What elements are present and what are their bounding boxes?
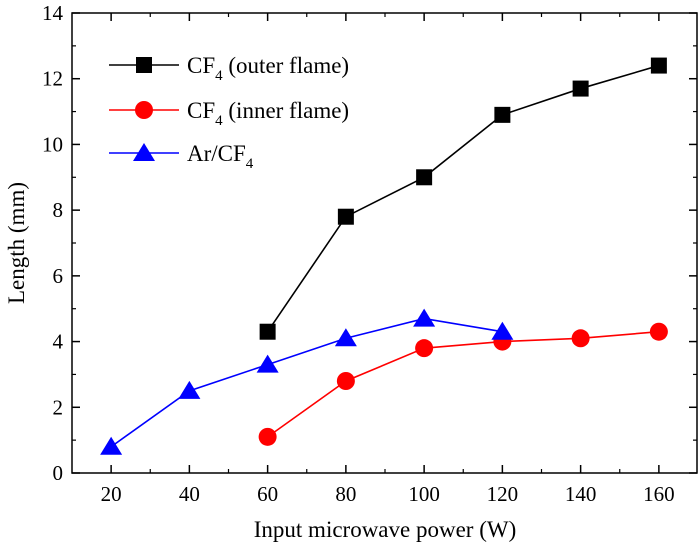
legend-label-rest: (inner flame) xyxy=(223,98,349,123)
y-tick-label: 12 xyxy=(42,67,63,91)
data-point-square xyxy=(259,323,276,340)
data-point-square xyxy=(416,169,433,186)
data-point-circle xyxy=(649,322,668,341)
series-square xyxy=(259,57,667,340)
legend: CF4 (outer flame)CF4 (inner flame)Ar/CF4 xyxy=(109,53,349,172)
y-tick-label: 14 xyxy=(42,1,64,25)
legend-label: CF4 (inner flame) xyxy=(187,98,349,129)
data-point-triangle xyxy=(334,328,357,347)
series-line xyxy=(266,64,660,333)
x-axis-ticks xyxy=(110,13,660,473)
x-axis-tick-labels: 20 40 60 80 100 120 140 160 xyxy=(101,482,675,506)
series-line xyxy=(110,317,503,448)
data-point-circle xyxy=(571,329,590,348)
y-tick-label: 6 xyxy=(53,264,64,288)
legend-item: CF4 (inner flame) xyxy=(109,98,349,129)
legend-label-main: CF xyxy=(187,53,215,78)
x-tick-label: 160 xyxy=(643,482,675,506)
legend-marker-square xyxy=(136,57,152,73)
legend-label-rest: (outer flame) xyxy=(223,53,349,78)
x-tick-label: 20 xyxy=(101,482,122,506)
series-triangle xyxy=(100,308,514,455)
y-axis-tick-labels: 0 2 4 6 8 10 12 14 xyxy=(42,1,64,485)
data-point-square xyxy=(650,57,667,74)
x-tick-label: 60 xyxy=(257,482,278,506)
legend-label-subscript: 4 xyxy=(215,68,223,84)
legend-marker-circle xyxy=(135,101,153,119)
data-point-circle xyxy=(336,372,355,390)
y-axis-ticks xyxy=(72,12,697,474)
data-point-triangle xyxy=(178,380,201,399)
legend-label-main: CF xyxy=(187,98,215,123)
legend-item: CF4 (outer flame) xyxy=(109,53,349,84)
series-circle xyxy=(258,322,668,446)
legend-label: Ar/CF4 xyxy=(187,141,254,172)
legend-marker-triangle xyxy=(133,143,155,161)
y-axis-title: Length (mm) xyxy=(4,182,29,304)
x-tick-label: 140 xyxy=(565,482,597,506)
x-tick-label: 80 xyxy=(335,482,356,506)
data-point-circle xyxy=(415,339,434,358)
series-layer xyxy=(100,57,668,455)
legend-item: Ar/CF4 xyxy=(109,141,254,172)
data-point-triangle xyxy=(256,354,279,373)
x-tick-label: 100 xyxy=(408,482,440,506)
data-point-triangle xyxy=(491,321,514,340)
legend-label-subscript: 4 xyxy=(215,113,223,129)
y-tick-label: 2 xyxy=(53,395,64,419)
series-line xyxy=(267,330,659,438)
data-point-square xyxy=(572,80,589,97)
legend-label: CF4 (outer flame) xyxy=(187,53,349,84)
y-tick-label: 8 xyxy=(53,198,64,222)
y-tick-label: 0 xyxy=(53,461,64,485)
x-tick-label: 40 xyxy=(179,482,200,506)
data-point-circle xyxy=(258,427,277,446)
x-tick-label: 120 xyxy=(487,482,519,506)
y-tick-label: 4 xyxy=(53,330,64,354)
data-point-triangle xyxy=(413,308,436,327)
data-point-square xyxy=(494,106,511,123)
legend-label-subscript: 4 xyxy=(246,156,254,172)
x-axis-title: Input microwave power (W) xyxy=(254,517,516,542)
data-point-square xyxy=(337,208,354,225)
y-tick-label: 10 xyxy=(42,132,63,156)
legend-label-main: Ar/CF xyxy=(187,141,246,166)
data-point-triangle xyxy=(100,436,123,455)
